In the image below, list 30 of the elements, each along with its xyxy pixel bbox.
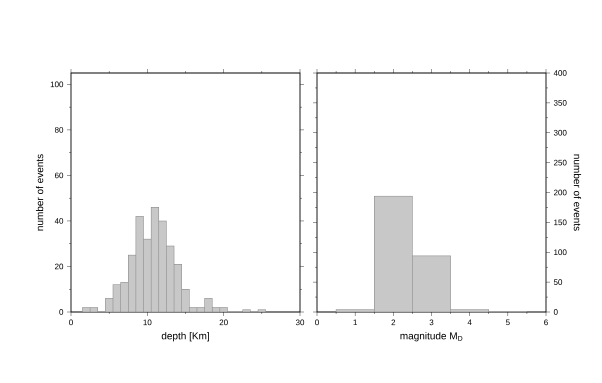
y-tick-label: 350 — [554, 100, 567, 106]
x-axis-title: depth [Km] — [162, 332, 209, 342]
x-tick-label: 20 — [220, 320, 228, 326]
y-tick-label: 60 — [54, 172, 64, 178]
y-tick-label: 20 — [54, 264, 64, 270]
x-tick-label: 1 — [354, 320, 358, 326]
x-tick-label: 0 — [315, 320, 319, 326]
y-tick-label: 250 — [554, 160, 567, 166]
y-tick-label: 40 — [54, 218, 64, 224]
x-tick-label: 5 — [506, 320, 510, 326]
y-tick-label: 80 — [54, 127, 64, 133]
y-tick-label: 50 — [554, 279, 562, 285]
y-tick-label: 100 — [554, 249, 567, 256]
x-tick-label: 2 — [392, 320, 396, 326]
x-tick-label: 6 — [544, 320, 548, 326]
y-tick-label: 300 — [554, 130, 567, 136]
y-tick-label: 150 — [554, 220, 567, 226]
y-tick-label: 400 — [554, 70, 567, 76]
x-tick-label: 0 — [69, 320, 73, 326]
x-tick-label: 3 — [430, 320, 434, 326]
y-tick-label: 200 — [554, 190, 567, 196]
y-axis-title: number of events — [574, 154, 582, 231]
x-tick-label: 4 — [468, 320, 472, 326]
x-tick-label: 30 — [296, 320, 304, 326]
x-axis-title: magnitude M$_{D}$ — [400, 332, 462, 342]
y-tick-label: 0 — [554, 309, 558, 315]
y-tick-label: 0 — [59, 309, 64, 315]
x-tick-label: 10 — [143, 320, 152, 326]
y-tick-label: 100 — [50, 82, 64, 88]
y-axis-title: number of events — [36, 154, 44, 230]
